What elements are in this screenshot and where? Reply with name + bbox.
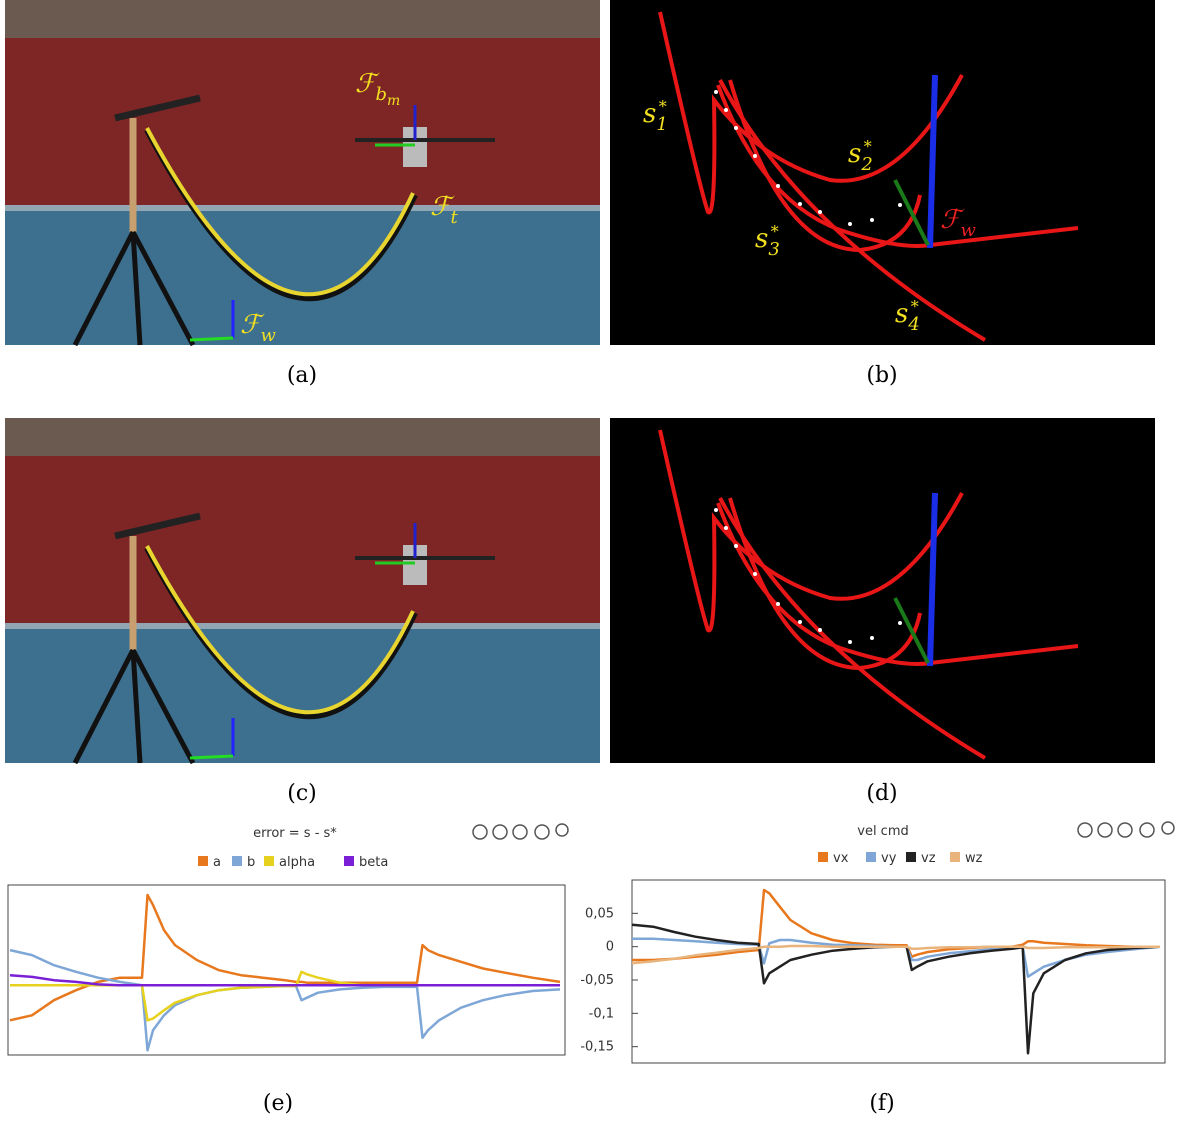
settings-button[interactable] (534, 824, 550, 840)
legend-swatch (906, 852, 916, 862)
toolbar (472, 821, 1175, 840)
label-subsubscript: m (387, 93, 400, 109)
math-label: s3* (755, 222, 780, 260)
label-subscript: 3 (768, 239, 779, 260)
panel-caption: (d) (866, 781, 897, 806)
legend-label: vz (921, 851, 936, 866)
series-line (9, 973, 560, 987)
label-subscript: w (260, 325, 276, 346)
visualization-b (610, 0, 1155, 345)
y-tick-label: 0,05 (585, 906, 614, 921)
y-tick-label: -0,15 (580, 1040, 614, 1055)
pause-button[interactable] (472, 824, 488, 840)
label-symbol: s (848, 139, 861, 169)
plot-frame (631, 879, 1166, 1064)
settings-button[interactable] (1139, 822, 1155, 838)
plot-frame (7, 884, 566, 1056)
series-line (632, 888, 1160, 962)
zoom-button[interactable] (1161, 821, 1175, 835)
math-label: s4* (895, 297, 920, 335)
label-superscript: * (911, 297, 919, 316)
photo-c (5, 418, 600, 763)
panel-caption: (e) (263, 1091, 293, 1116)
panel-caption: (b) (866, 363, 897, 388)
save-button[interactable] (512, 824, 528, 840)
y-tick-label: -0,1 (589, 1006, 614, 1021)
label-symbol: s (755, 224, 768, 254)
legend-swatch (198, 856, 208, 866)
label-superscript: * (659, 97, 667, 116)
panel-caption: (c) (287, 781, 317, 806)
legend-label: beta (359, 855, 388, 870)
visualization-d (610, 418, 1155, 763)
legend-swatch (344, 856, 354, 866)
label-superscript: * (771, 222, 779, 241)
chart-title: vel cmd (857, 824, 909, 839)
chart-title: error = s - s* (253, 826, 337, 841)
y-tick-label: 0 (606, 940, 614, 955)
legend-label: a (213, 855, 221, 870)
label-superscript: * (864, 137, 872, 156)
legend-label: b (247, 855, 255, 870)
panel-caption: (a) (287, 363, 317, 388)
save-button[interactable] (1117, 822, 1133, 838)
label-subscript: w (960, 220, 976, 241)
legend-label: vy (881, 851, 897, 866)
photo-a (5, 0, 600, 345)
legend-label: vx (833, 851, 849, 866)
math-label: s1* (643, 97, 668, 135)
label-subscript: 4 (907, 314, 919, 335)
label-symbol: s (643, 99, 656, 129)
math-label: ℱw (240, 310, 276, 346)
math-label: s2* (848, 137, 873, 175)
label-subscript: 2 (860, 154, 872, 175)
clear-button[interactable] (1097, 822, 1113, 838)
label-subscript: b (375, 84, 387, 105)
legend-label: wz (965, 851, 983, 866)
legend-swatch (866, 852, 876, 862)
legend-swatch (818, 852, 828, 862)
label-symbol: s (895, 299, 908, 329)
series-line (631, 944, 1160, 965)
legend-label: alpha (279, 855, 315, 870)
label-subscript: 1 (656, 114, 667, 135)
clear-button[interactable] (492, 824, 508, 840)
label-subscript: t (450, 207, 458, 228)
legend-swatch (264, 856, 274, 866)
y-tick-label: -0,05 (580, 973, 614, 988)
series-line (9, 948, 561, 1052)
legend-swatch (950, 852, 960, 862)
series-line (9, 893, 561, 1022)
panel-caption: (f) (869, 1091, 894, 1116)
pause-button[interactable] (1077, 822, 1093, 838)
zoom-button[interactable] (555, 823, 569, 837)
legend-swatch (232, 856, 242, 866)
